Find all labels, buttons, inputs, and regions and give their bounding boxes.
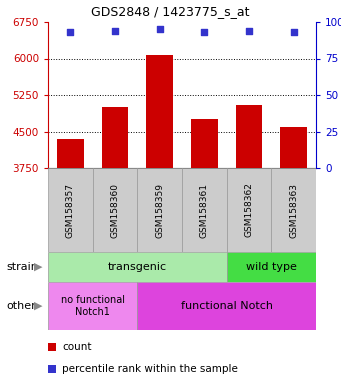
Text: percentile rank within the sample: percentile rank within the sample	[62, 364, 238, 374]
Text: ▶: ▶	[34, 262, 42, 272]
Bar	[137, 168, 182, 252]
Text: GSM158359: GSM158359	[155, 182, 164, 237]
Text: wild type: wild type	[246, 262, 297, 272]
Bar	[182, 168, 227, 252]
Text: functional Notch: functional Notch	[181, 301, 273, 311]
Point	[246, 28, 252, 34]
Bar	[271, 168, 316, 252]
Bar	[102, 107, 129, 168]
Bar	[191, 119, 218, 168]
Bar	[48, 252, 227, 282]
Text: GSM158357: GSM158357	[66, 182, 75, 237]
Point	[157, 26, 162, 32]
Bar	[48, 343, 56, 351]
Text: GSM158362: GSM158362	[244, 182, 253, 237]
Text: ▶: ▶	[34, 301, 42, 311]
Point	[68, 29, 73, 35]
Point	[291, 29, 296, 35]
Text: count: count	[62, 341, 91, 351]
Bar	[137, 282, 316, 330]
Text: strain: strain	[7, 262, 39, 272]
Text: GSM158360: GSM158360	[110, 182, 119, 237]
Point	[112, 28, 118, 34]
Bar	[93, 168, 137, 252]
Text: transgenic: transgenic	[108, 262, 167, 272]
Bar	[146, 55, 173, 168]
Bar	[280, 127, 307, 168]
Text: other: other	[7, 301, 36, 311]
Bar	[48, 282, 137, 330]
Text: GDS2848 / 1423775_s_at: GDS2848 / 1423775_s_at	[91, 5, 250, 18]
Text: GSM158363: GSM158363	[289, 182, 298, 237]
Bar	[48, 365, 56, 373]
Point	[202, 29, 207, 35]
Bar	[227, 252, 316, 282]
Text: GSM158361: GSM158361	[200, 182, 209, 237]
Bar	[227, 168, 271, 252]
Bar	[57, 139, 84, 168]
Text: no functional
Notch1: no functional Notch1	[61, 295, 125, 317]
Bar	[236, 105, 263, 168]
Bar	[48, 168, 93, 252]
